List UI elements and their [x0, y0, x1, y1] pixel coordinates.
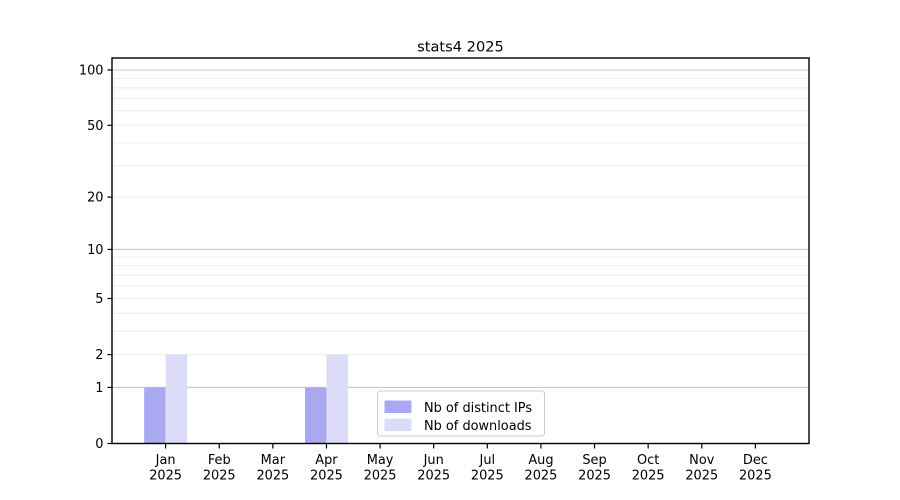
legend-box [377, 390, 545, 437]
bar-nb-of-distinct-ips [305, 387, 327, 444]
x-axis-labels: Jan 2025 Feb 2025 Mar 2025 Apr 2025 May 2025 Jun 20… [149, 453, 772, 484]
x-tick-label: Dec 2025 [739, 453, 772, 484]
bar-nb-of-downloads [326, 354, 348, 444]
y-tick-label: 2 [95, 348, 103, 363]
x-tick-label: Mar 2025 [256, 453, 289, 484]
bar-nb-of-distinct-ips [144, 387, 166, 444]
x-tick-label: Feb 2025 [203, 453, 236, 484]
x-tick-label: May 2025 [364, 453, 397, 484]
x-tick-label: Jun 2025 [417, 453, 450, 484]
legend-label-distinct-ips: Nb of distinct IPs [424, 401, 532, 416]
y-tick-label: 1 [95, 381, 103, 396]
x-tick-label: Jan 2025 [149, 453, 182, 484]
gridlines [112, 69, 809, 388]
y-tick-label: 0 [95, 437, 103, 452]
y-tick-label: 5 [95, 292, 103, 307]
x-tick-label: Jul 2025 [471, 453, 504, 484]
y-tick-label: 100 [79, 64, 104, 79]
bars [144, 354, 348, 444]
x-tick-label: Apr 2025 [310, 453, 343, 484]
legend: Nb of distinct IPs Nb of downloads [377, 390, 545, 437]
bar-nb-of-downloads [165, 354, 188, 444]
y-tick-label: 50 [87, 119, 103, 134]
y-tick-label: 10 [87, 243, 103, 258]
legend-label-downloads: Nb of downloads [424, 419, 532, 434]
y-tick-label: 20 [87, 191, 103, 206]
chart-title: stats4 2025 [417, 39, 504, 56]
legend-swatch-distinct-ips [384, 400, 412, 413]
x-tick-label: Sep 2025 [578, 453, 611, 484]
x-tick-label: Oct 2025 [632, 453, 665, 484]
x-tick-label: Nov 2025 [685, 453, 718, 484]
legend-swatch-downloads [384, 418, 412, 431]
plot-frame [111, 57, 810, 445]
y-axis-labels: 0 1 2 5 10 20 50 100 [79, 64, 104, 453]
axis-ticks [107, 69, 756, 449]
x-tick-label: Aug 2025 [525, 453, 558, 484]
